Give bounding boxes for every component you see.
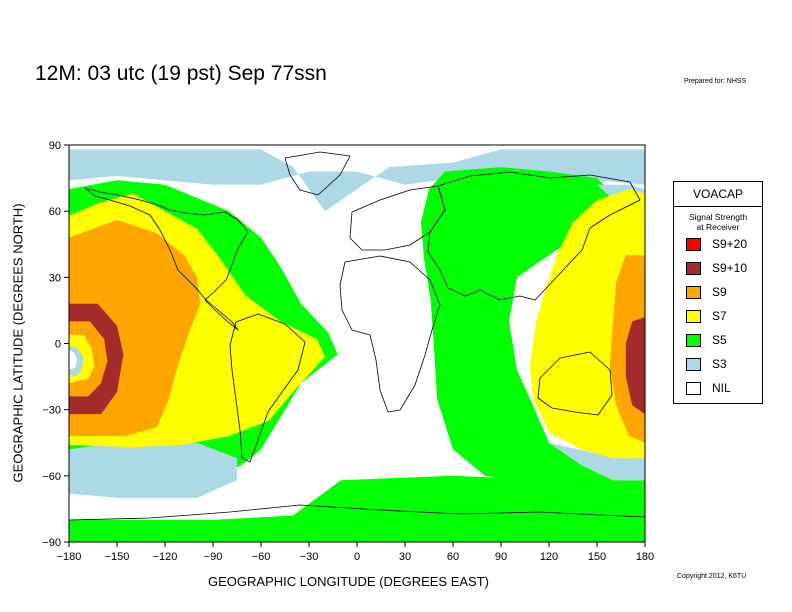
x-tick-label: −120 xyxy=(153,551,178,563)
legend-swatch xyxy=(686,285,701,299)
y-tick-label: −90 xyxy=(42,537,61,549)
legend-item-s9plus10: S9+10 xyxy=(686,260,747,276)
legend-label: S7 xyxy=(712,309,727,323)
legend-label: S3 xyxy=(712,357,727,371)
x-tick-label: −30 xyxy=(300,551,319,563)
signal-legend: VOACAP Signal Strength at Receiver S9+20… xyxy=(673,181,763,404)
x-tick-label: 120 xyxy=(540,551,558,563)
legend-subtitle: Signal Strength at Receiver xyxy=(674,212,762,232)
legend-label: S5 xyxy=(712,333,727,347)
y-tick-label: 60 xyxy=(49,206,61,218)
x-tick-label: −60 xyxy=(252,551,271,563)
coverage-region-s3 xyxy=(549,442,645,481)
legend-swatch xyxy=(686,309,701,323)
coverage-region-s9plus10 xyxy=(625,317,645,415)
south-america-outline xyxy=(229,313,306,463)
y-tick-label: 0 xyxy=(55,339,61,351)
coverage-region-s3 xyxy=(69,149,645,212)
legend-item-s9: S9 xyxy=(686,284,727,300)
australia-outline xyxy=(537,351,613,416)
greenland-outline xyxy=(284,151,351,196)
x-tick-label: 60 xyxy=(447,551,459,563)
x-tick-label: 90 xyxy=(495,551,507,563)
x-axis-label: GEOGRAPHIC LONGITUDE (DEGREES EAST) xyxy=(208,574,489,589)
legend-swatch xyxy=(686,237,701,251)
asia-outline xyxy=(427,171,641,301)
legend-label: S9 xyxy=(712,285,727,299)
legend-item-s9plus20: S9+20 xyxy=(686,236,747,252)
x-tick-label: 150 xyxy=(588,551,606,563)
legend-swatch xyxy=(686,381,701,395)
legend-item-s3: S3 xyxy=(686,356,727,372)
legend-item-nil: NIL xyxy=(686,380,731,396)
x-tick-label: −180 xyxy=(57,551,82,563)
y-tick-label: 30 xyxy=(49,272,61,284)
x-axis-ticks: −180 −150 −120 −90 −60 −30 0 30 60 90 120 150 180 xyxy=(57,542,654,563)
legend-swatch xyxy=(686,333,701,347)
legend-label: NIL xyxy=(712,381,731,395)
prepared-for-note: Prepared for: NHSS xyxy=(684,78,747,85)
legend-label: S9+10 xyxy=(712,261,748,275)
x-tick-label: 0 xyxy=(354,551,360,563)
coverage-region-s5 xyxy=(421,167,645,503)
legend-swatch xyxy=(686,261,701,275)
legend-title: VOACAP xyxy=(674,182,762,207)
x-tick-label: −90 xyxy=(204,551,223,563)
legend-subtitle-line2: at Receiver xyxy=(696,222,740,232)
coverage-region-s3 xyxy=(69,436,237,498)
x-tick-label: 180 xyxy=(636,551,654,563)
legend-label: S9+20 xyxy=(712,237,748,251)
north-america-outline xyxy=(84,187,249,331)
y-tick-label: 90 xyxy=(49,140,61,152)
x-tick-label: 30 xyxy=(399,551,411,563)
map-title: 12M: 03 utc (19 pst) Sep 77ssn xyxy=(35,62,327,85)
copyright-note: Copyright 2012, K6TU xyxy=(677,573,747,580)
y-axis-label: GEOGRAPHIC LATITUDE (DEGREES NORTH) xyxy=(10,203,26,483)
legend-subtitle-line1: Signal Strength xyxy=(688,212,748,222)
legend-swatch xyxy=(686,357,701,371)
coverage-regions xyxy=(69,149,645,542)
x-tick-label: −150 xyxy=(105,551,130,563)
y-tick-label: −30 xyxy=(42,405,61,417)
y-axis-ticks: 90 60 30 0 −30 −60 −90 xyxy=(42,140,69,549)
legend-item-s7: S7 xyxy=(686,308,727,324)
legend-item-s5: S5 xyxy=(686,332,727,348)
antarctica-outline xyxy=(69,504,645,521)
land-outlines xyxy=(69,151,645,521)
africa-outline xyxy=(339,255,441,413)
y-tick-label: −60 xyxy=(42,471,61,483)
coverage-region-nil xyxy=(69,350,77,370)
